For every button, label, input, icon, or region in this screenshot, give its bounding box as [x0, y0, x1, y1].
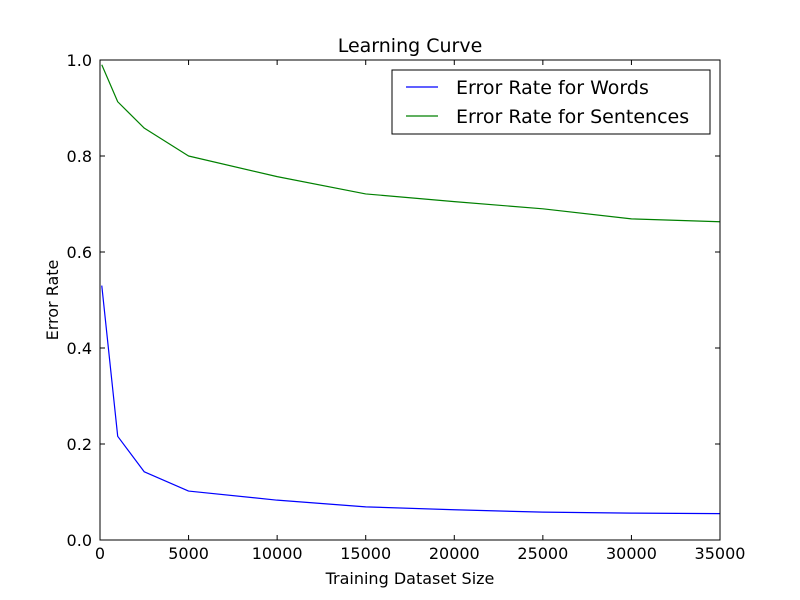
plot-frame: [99, 59, 721, 541]
legend-label-1: Error Rate for Words: [456, 77, 649, 99]
legend: Error Rate for Words Error Rate for Sente…: [391, 69, 711, 135]
y-tick-label: 0.0: [67, 531, 92, 550]
legend-items: Error Rate for Words Error Rate for Sente…: [406, 77, 689, 128]
x-tick-label: 0: [95, 544, 105, 563]
chart-title: Learning Curve: [338, 35, 483, 57]
series-line-2: [101, 64, 721, 223]
legend-box: [391, 69, 711, 135]
series-layer: [101, 64, 721, 515]
x-axis-label: Training Dataset Size: [325, 569, 495, 588]
x-tick-label: 20000: [429, 544, 480, 563]
y-axis: 0.0 0.2 0.4 0.6 0.8 1.0: [67, 51, 720, 550]
y-axis-label: Error Rate: [43, 260, 62, 341]
x-tick-label: 15000: [340, 544, 391, 563]
series-line-1: [101, 285, 721, 515]
x-tick-label: 35000: [695, 544, 746, 563]
legend-label-2: Error Rate for Sentences: [456, 106, 689, 128]
y-tick-label: 0.6: [67, 243, 92, 262]
x-tick-label: 25000: [517, 544, 568, 563]
y-tick-label: 0.2: [67, 435, 92, 454]
x-tick-label: 5000: [168, 544, 209, 563]
y-tick-label: 0.4: [67, 339, 92, 358]
x-axis: 0 5000 10000 15000 20000 25000 30000 35000: [95, 60, 746, 563]
plot-area: [100, 60, 720, 540]
y-tick-label: 0.8: [67, 147, 92, 166]
y-tick-label: 1.0: [67, 51, 92, 70]
x-tick-label: 10000: [252, 544, 303, 563]
x-tick-label: 30000: [606, 544, 657, 563]
